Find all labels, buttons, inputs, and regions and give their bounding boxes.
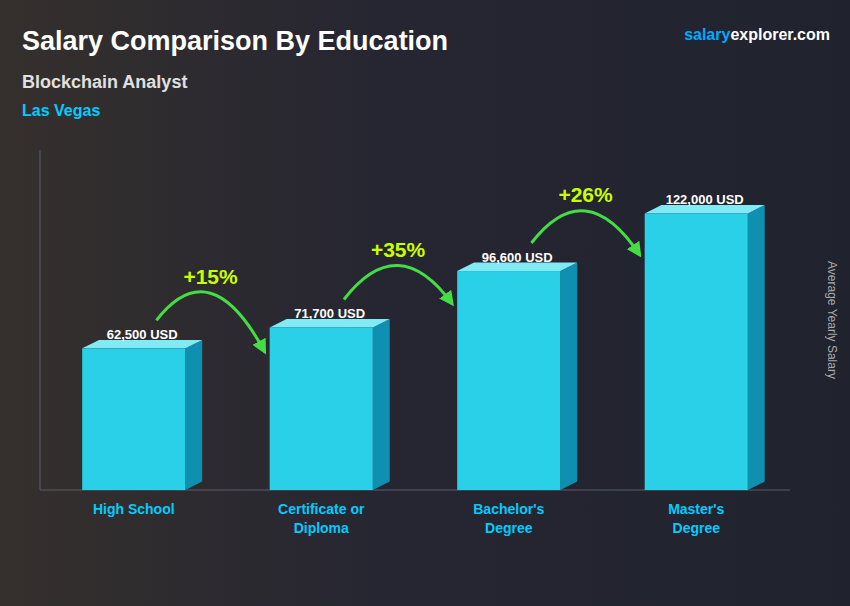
y-axis-label: Average Yearly Salary <box>825 261 839 379</box>
bar-side <box>185 340 202 490</box>
bar <box>645 213 748 490</box>
y-axis-line <box>40 150 41 490</box>
bar-side <box>748 205 765 490</box>
x-tick-label-line: High School <box>93 501 175 517</box>
source: salaryexplorer.com <box>684 26 830 43</box>
percent-annotation: +26% <box>558 183 613 206</box>
chart-svg: 62,500 USD 71,700 USD 96,600 USD 122,000 US… <box>0 0 850 606</box>
x-tick-label-line: Master's <box>668 501 724 517</box>
percent-annotation: +35% <box>371 238 426 261</box>
background <box>0 0 850 606</box>
bar-side <box>373 319 390 490</box>
x-tick-label-line: Bachelor's <box>473 501 544 517</box>
x-tick-label-line: Degree <box>673 520 721 536</box>
source-part: explorer.com <box>730 26 830 43</box>
growth-arrow <box>531 211 639 255</box>
city: Las Vegas <box>22 102 100 119</box>
x-tick-label: Master's Degree <box>668 501 724 536</box>
growth-arrow <box>344 266 452 304</box>
source-part: salary <box>684 26 730 43</box>
bar <box>270 327 373 490</box>
value-label: 71,700 USD <box>294 306 365 321</box>
bars <box>82 205 765 490</box>
x-tick-label: Bachelor's Degree <box>473 501 544 536</box>
subtitle: Blockchain Analyst <box>22 72 187 92</box>
value-label: 96,600 USD <box>482 250 553 265</box>
bar-side <box>560 263 577 490</box>
x-tick-label-line: Certificate or <box>278 501 365 517</box>
page: {"chart_data": {"type": "bar", "title": … <box>0 0 850 606</box>
percent-annotation: +15% <box>183 265 238 288</box>
chart-container: 62,500 USD 71,700 USD 96,600 USD 122,000 US… <box>0 0 850 606</box>
x-tick-label-line: Degree <box>485 520 533 536</box>
value-label: 62,500 USD <box>107 327 178 342</box>
growth-arrow <box>156 292 264 352</box>
bar <box>457 271 560 490</box>
value-label: 122,000 USD <box>666 192 744 207</box>
x-tick-label: Certificate or Diploma <box>278 501 365 536</box>
title: Salary Comparison By Education <box>22 26 448 56</box>
x-tick-label: High School <box>93 501 175 517</box>
bar <box>82 348 185 490</box>
x-tick-label-line: Diploma <box>294 520 349 536</box>
